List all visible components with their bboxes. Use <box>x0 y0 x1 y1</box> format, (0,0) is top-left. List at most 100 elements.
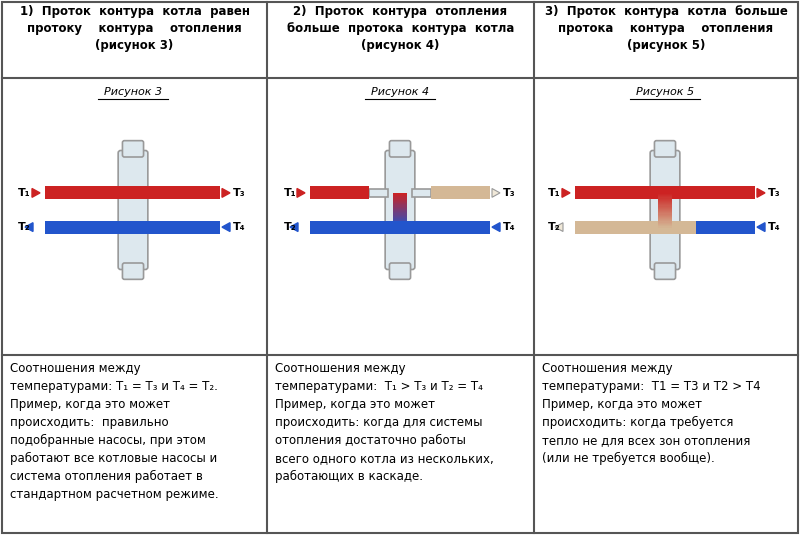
Bar <box>393 198 407 200</box>
Bar <box>658 203 672 205</box>
Bar <box>658 221 672 223</box>
Text: Рисунок 3: Рисунок 3 <box>104 87 162 97</box>
Bar <box>146 189 164 197</box>
Bar <box>658 220 672 222</box>
Polygon shape <box>25 223 33 232</box>
Bar <box>658 218 672 220</box>
Bar <box>658 225 672 226</box>
Bar <box>575 186 755 200</box>
Bar <box>658 201 672 203</box>
Bar <box>412 189 431 197</box>
Bar <box>678 223 696 231</box>
Bar <box>658 207 672 208</box>
Bar <box>393 211 407 213</box>
Text: Соотношения между
температурами:  T₁ > T₃ и T₂ = T₄
Пример, когда это может
прои: Соотношения между температурами: T₁ > T₃… <box>275 362 494 483</box>
Bar <box>658 204 672 206</box>
Bar <box>369 223 388 231</box>
Bar <box>393 196 407 198</box>
FancyBboxPatch shape <box>654 263 675 279</box>
Text: Соотношения между
температурами:  T1 = T3 и T2 > T4
Пример, когда это может
прои: Соотношения между температурами: T1 = T3… <box>542 362 761 465</box>
Bar <box>658 209 672 210</box>
Bar <box>658 197 672 199</box>
Text: 3)  Проток  контура  котла  больше
протока    контура    отопления
(рисунок 5): 3) Проток контура котла больше протока к… <box>545 5 787 52</box>
Bar <box>393 205 407 207</box>
Bar <box>658 205 672 207</box>
Text: 2)  Проток  контура  отопления
больше  протока  контура  котла
(рисунок 4): 2) Проток контура отопления больше прото… <box>287 5 514 52</box>
Bar <box>393 209 407 210</box>
Bar <box>393 223 407 224</box>
Bar <box>146 223 164 231</box>
Bar <box>45 220 220 234</box>
Bar <box>658 215 672 216</box>
Polygon shape <box>757 188 765 197</box>
Bar <box>393 197 407 199</box>
Bar <box>658 200 672 201</box>
Polygon shape <box>32 188 40 197</box>
Text: T₁: T₁ <box>283 188 296 198</box>
Bar <box>658 193 672 195</box>
Text: T₂: T₂ <box>548 222 561 232</box>
Text: T₄: T₄ <box>233 222 246 232</box>
Polygon shape <box>297 188 305 197</box>
Bar <box>696 220 755 234</box>
Bar <box>393 200 407 201</box>
Bar <box>658 212 672 214</box>
FancyBboxPatch shape <box>654 141 675 157</box>
Text: T₃: T₃ <box>768 188 781 198</box>
Bar <box>310 186 369 200</box>
Text: T₄: T₄ <box>503 222 516 232</box>
Text: Соотношения между
температурами: T₁ = T₃ и T₄ = T₂.
Пример, когда это может
прои: Соотношения между температурами: T₁ = T₃… <box>10 362 218 501</box>
Text: T₂: T₂ <box>283 222 296 232</box>
Bar <box>369 189 388 197</box>
Bar <box>393 193 407 195</box>
Bar <box>393 195 407 197</box>
Text: T₁: T₁ <box>18 188 31 198</box>
Bar <box>575 220 696 234</box>
FancyBboxPatch shape <box>385 150 415 270</box>
Bar <box>658 211 672 213</box>
Bar <box>658 198 672 200</box>
FancyBboxPatch shape <box>118 150 148 270</box>
Polygon shape <box>555 223 563 232</box>
Bar <box>393 204 407 206</box>
Bar <box>393 224 407 225</box>
Bar <box>658 194 672 196</box>
Bar <box>393 203 407 205</box>
Text: T₄: T₄ <box>768 222 781 232</box>
Bar <box>658 224 672 225</box>
Polygon shape <box>290 223 298 232</box>
Polygon shape <box>562 188 570 197</box>
Bar <box>431 186 490 200</box>
Bar <box>658 202 672 204</box>
Text: T₂: T₂ <box>18 222 31 232</box>
Text: 1)  Проток  контура  котла  равен
протоку    контура    отопления
(рисунок 3): 1) Проток контура котла равен протоку ко… <box>19 5 250 52</box>
Bar <box>393 220 407 222</box>
Bar <box>658 226 672 227</box>
Bar <box>393 207 407 208</box>
Bar <box>658 216 672 217</box>
Text: T₃: T₃ <box>233 188 246 198</box>
Bar <box>393 218 407 220</box>
Bar <box>634 189 653 197</box>
Bar <box>658 217 672 218</box>
Bar <box>393 208 407 209</box>
FancyBboxPatch shape <box>650 150 680 270</box>
Bar <box>393 221 407 223</box>
Bar <box>393 217 407 218</box>
FancyBboxPatch shape <box>122 263 143 279</box>
Bar <box>102 189 121 197</box>
Polygon shape <box>222 188 230 197</box>
Bar <box>393 212 407 214</box>
Bar <box>658 208 672 209</box>
Bar <box>393 216 407 217</box>
Bar <box>658 210 672 212</box>
Bar <box>658 213 672 215</box>
Bar <box>658 195 672 197</box>
Bar <box>102 223 121 231</box>
Bar <box>393 210 407 212</box>
Bar <box>393 201 407 203</box>
Bar <box>393 213 407 215</box>
Text: Рисунок 5: Рисунок 5 <box>636 87 694 97</box>
Bar <box>658 223 672 224</box>
Bar <box>45 186 220 200</box>
